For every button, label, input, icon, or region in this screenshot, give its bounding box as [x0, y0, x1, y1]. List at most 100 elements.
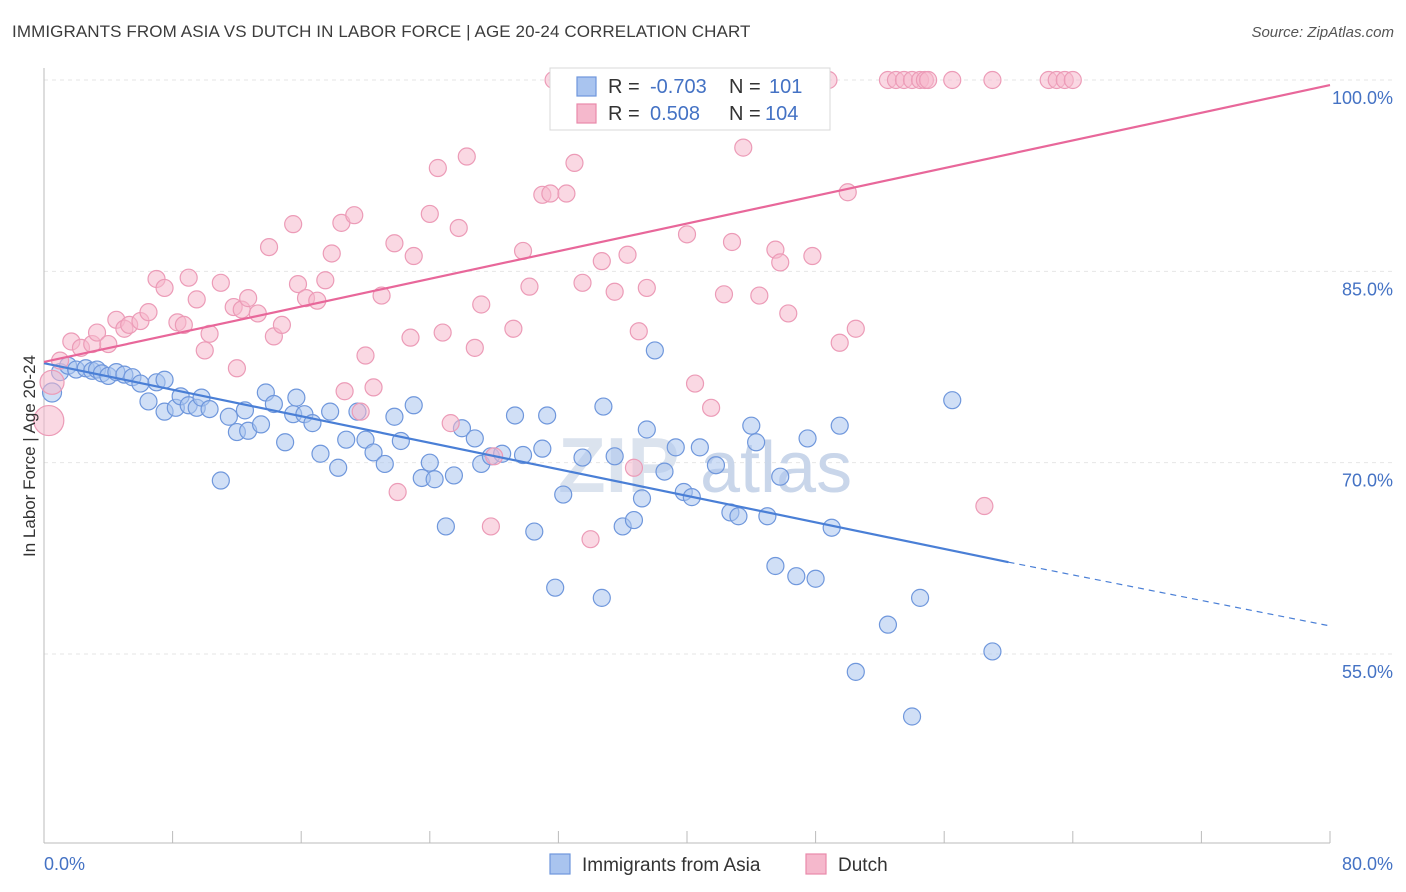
- point-immigrants-from-asia: [645, 341, 664, 360]
- point-immigrants-from-asia: [505, 406, 525, 425]
- point-immigrants-from-asia: [219, 407, 238, 426]
- point-dutch: [605, 282, 624, 301]
- point-dutch: [685, 374, 705, 393]
- point-immigrants-from-asia: [425, 470, 444, 489]
- chart-title: IMMIGRANTS FROM ASIA VS DUTCH IN LABOR F…: [12, 22, 751, 41]
- point-immigrants-from-asia: [200, 399, 219, 419]
- point-immigrants-from-asia: [806, 569, 825, 588]
- point-dutch: [433, 323, 452, 342]
- point-immigrants-from-asia: [798, 429, 817, 448]
- point-dutch: [919, 70, 938, 90]
- point-immigrants-from-asia: [771, 467, 790, 486]
- point-immigrants-from-asia: [742, 416, 761, 435]
- point-dutch: [504, 319, 523, 338]
- point-dutch: [345, 206, 364, 225]
- point-dutch: [404, 246, 423, 266]
- point-dutch: [983, 70, 1002, 90]
- point-immigrants-from-asia: [444, 466, 464, 485]
- point-dutch: [618, 245, 637, 264]
- point-immigrants-from-asia: [729, 507, 748, 526]
- point-immigrants-from-asia: [385, 407, 404, 426]
- legend-n-label-asia: N =: [729, 76, 761, 98]
- point-immigrants-from-asia: [592, 588, 611, 607]
- point-dutch: [449, 218, 468, 238]
- legend-r-value-asia: -0.703: [650, 76, 707, 98]
- point-dutch: [195, 341, 214, 360]
- point-dutch: [541, 184, 560, 203]
- point-immigrants-from-asia: [364, 443, 383, 462]
- point-immigrants-from-asia: [902, 707, 922, 726]
- point-dutch: [734, 138, 753, 157]
- y-tick-label: 100.0%: [1332, 88, 1393, 108]
- legend-n-value-dutch: 104: [765, 103, 798, 125]
- point-dutch: [33, 404, 65, 437]
- point-immigrants-from-asia: [436, 517, 455, 536]
- point-dutch: [211, 273, 230, 292]
- point-dutch: [637, 278, 656, 298]
- point-dutch: [803, 246, 822, 266]
- point-immigrants-from-asia: [983, 642, 1002, 661]
- point-immigrants-from-asia: [637, 420, 656, 439]
- legend-swatch-asia: [576, 76, 597, 97]
- point-immigrants-from-asia: [538, 406, 557, 425]
- point-immigrants-from-asia: [533, 439, 552, 458]
- point-dutch: [364, 378, 383, 397]
- point-immigrants-from-asia: [878, 615, 898, 634]
- point-dutch: [472, 295, 491, 314]
- bottom-legend-swatch-asia: [549, 853, 571, 875]
- point-dutch: [846, 319, 865, 338]
- point-dutch: [248, 304, 267, 323]
- point-dutch: [465, 338, 484, 357]
- point-dutch: [722, 232, 742, 252]
- point-dutch: [272, 315, 292, 335]
- point-immigrants-from-asia: [276, 433, 295, 452]
- point-dutch: [573, 273, 592, 292]
- point-dutch: [385, 234, 404, 253]
- point-dutch: [308, 291, 327, 310]
- point-dutch: [322, 244, 341, 263]
- point-dutch: [624, 458, 644, 477]
- trend-line-immigrants-from-asia: [43, 362, 1009, 564]
- point-immigrants-from-asia: [337, 430, 356, 449]
- point-dutch: [481, 517, 500, 536]
- point-immigrants-from-asia: [329, 458, 348, 477]
- point-dutch: [830, 333, 849, 352]
- point-dutch: [351, 402, 370, 421]
- chart-source: Source: ZipAtlas.com: [1251, 24, 1394, 41]
- point-immigrants-from-asia: [554, 485, 573, 504]
- point-immigrants-from-asia: [465, 429, 484, 448]
- point-immigrants-from-asia: [287, 388, 306, 407]
- point-dutch: [943, 70, 962, 90]
- point-dutch: [565, 153, 584, 173]
- bottom-legend-swatch-dutch: [805, 853, 827, 875]
- point-immigrants-from-asia: [846, 662, 865, 681]
- point-immigrants-from-asia: [830, 416, 849, 435]
- point-dutch: [779, 304, 798, 323]
- y-tick-labels: 55.0% 70.0% 85.0% 100.0%: [1332, 88, 1393, 682]
- watermark-atlas: atlas: [700, 428, 852, 508]
- y-tick-label: 55.0%: [1342, 662, 1393, 682]
- series-immigrants-from-asia: [41, 341, 1002, 726]
- stats-legend: R = -0.703 N = 101 R = 0.508 N = 104: [549, 67, 831, 131]
- x-tick-label-max: 80.0%: [1342, 854, 1393, 874]
- point-immigrants-from-asia: [251, 415, 271, 434]
- axes: [43, 68, 1330, 844]
- point-dutch: [187, 290, 206, 309]
- point-dutch: [420, 204, 439, 224]
- x-tick-label-min: 0.0%: [44, 854, 85, 874]
- series-legend: Immigrants from Asia Dutch: [549, 853, 888, 876]
- point-dutch: [179, 268, 198, 287]
- bottom-legend-label-dutch: Dutch: [838, 855, 888, 876]
- point-immigrants-from-asia: [632, 489, 652, 508]
- legend-r-value-dutch: 0.508: [650, 103, 700, 125]
- point-immigrants-from-asia: [375, 454, 394, 474]
- legend-n-value-asia: 101: [769, 76, 802, 98]
- point-immigrants-from-asia: [594, 397, 613, 416]
- point-dutch: [227, 359, 246, 378]
- point-immigrants-from-asia: [420, 453, 439, 472]
- trend-lines: [43, 84, 1331, 627]
- point-immigrants-from-asia: [605, 447, 624, 466]
- point-dutch: [838, 183, 857, 202]
- stats-legend-box: [549, 67, 831, 131]
